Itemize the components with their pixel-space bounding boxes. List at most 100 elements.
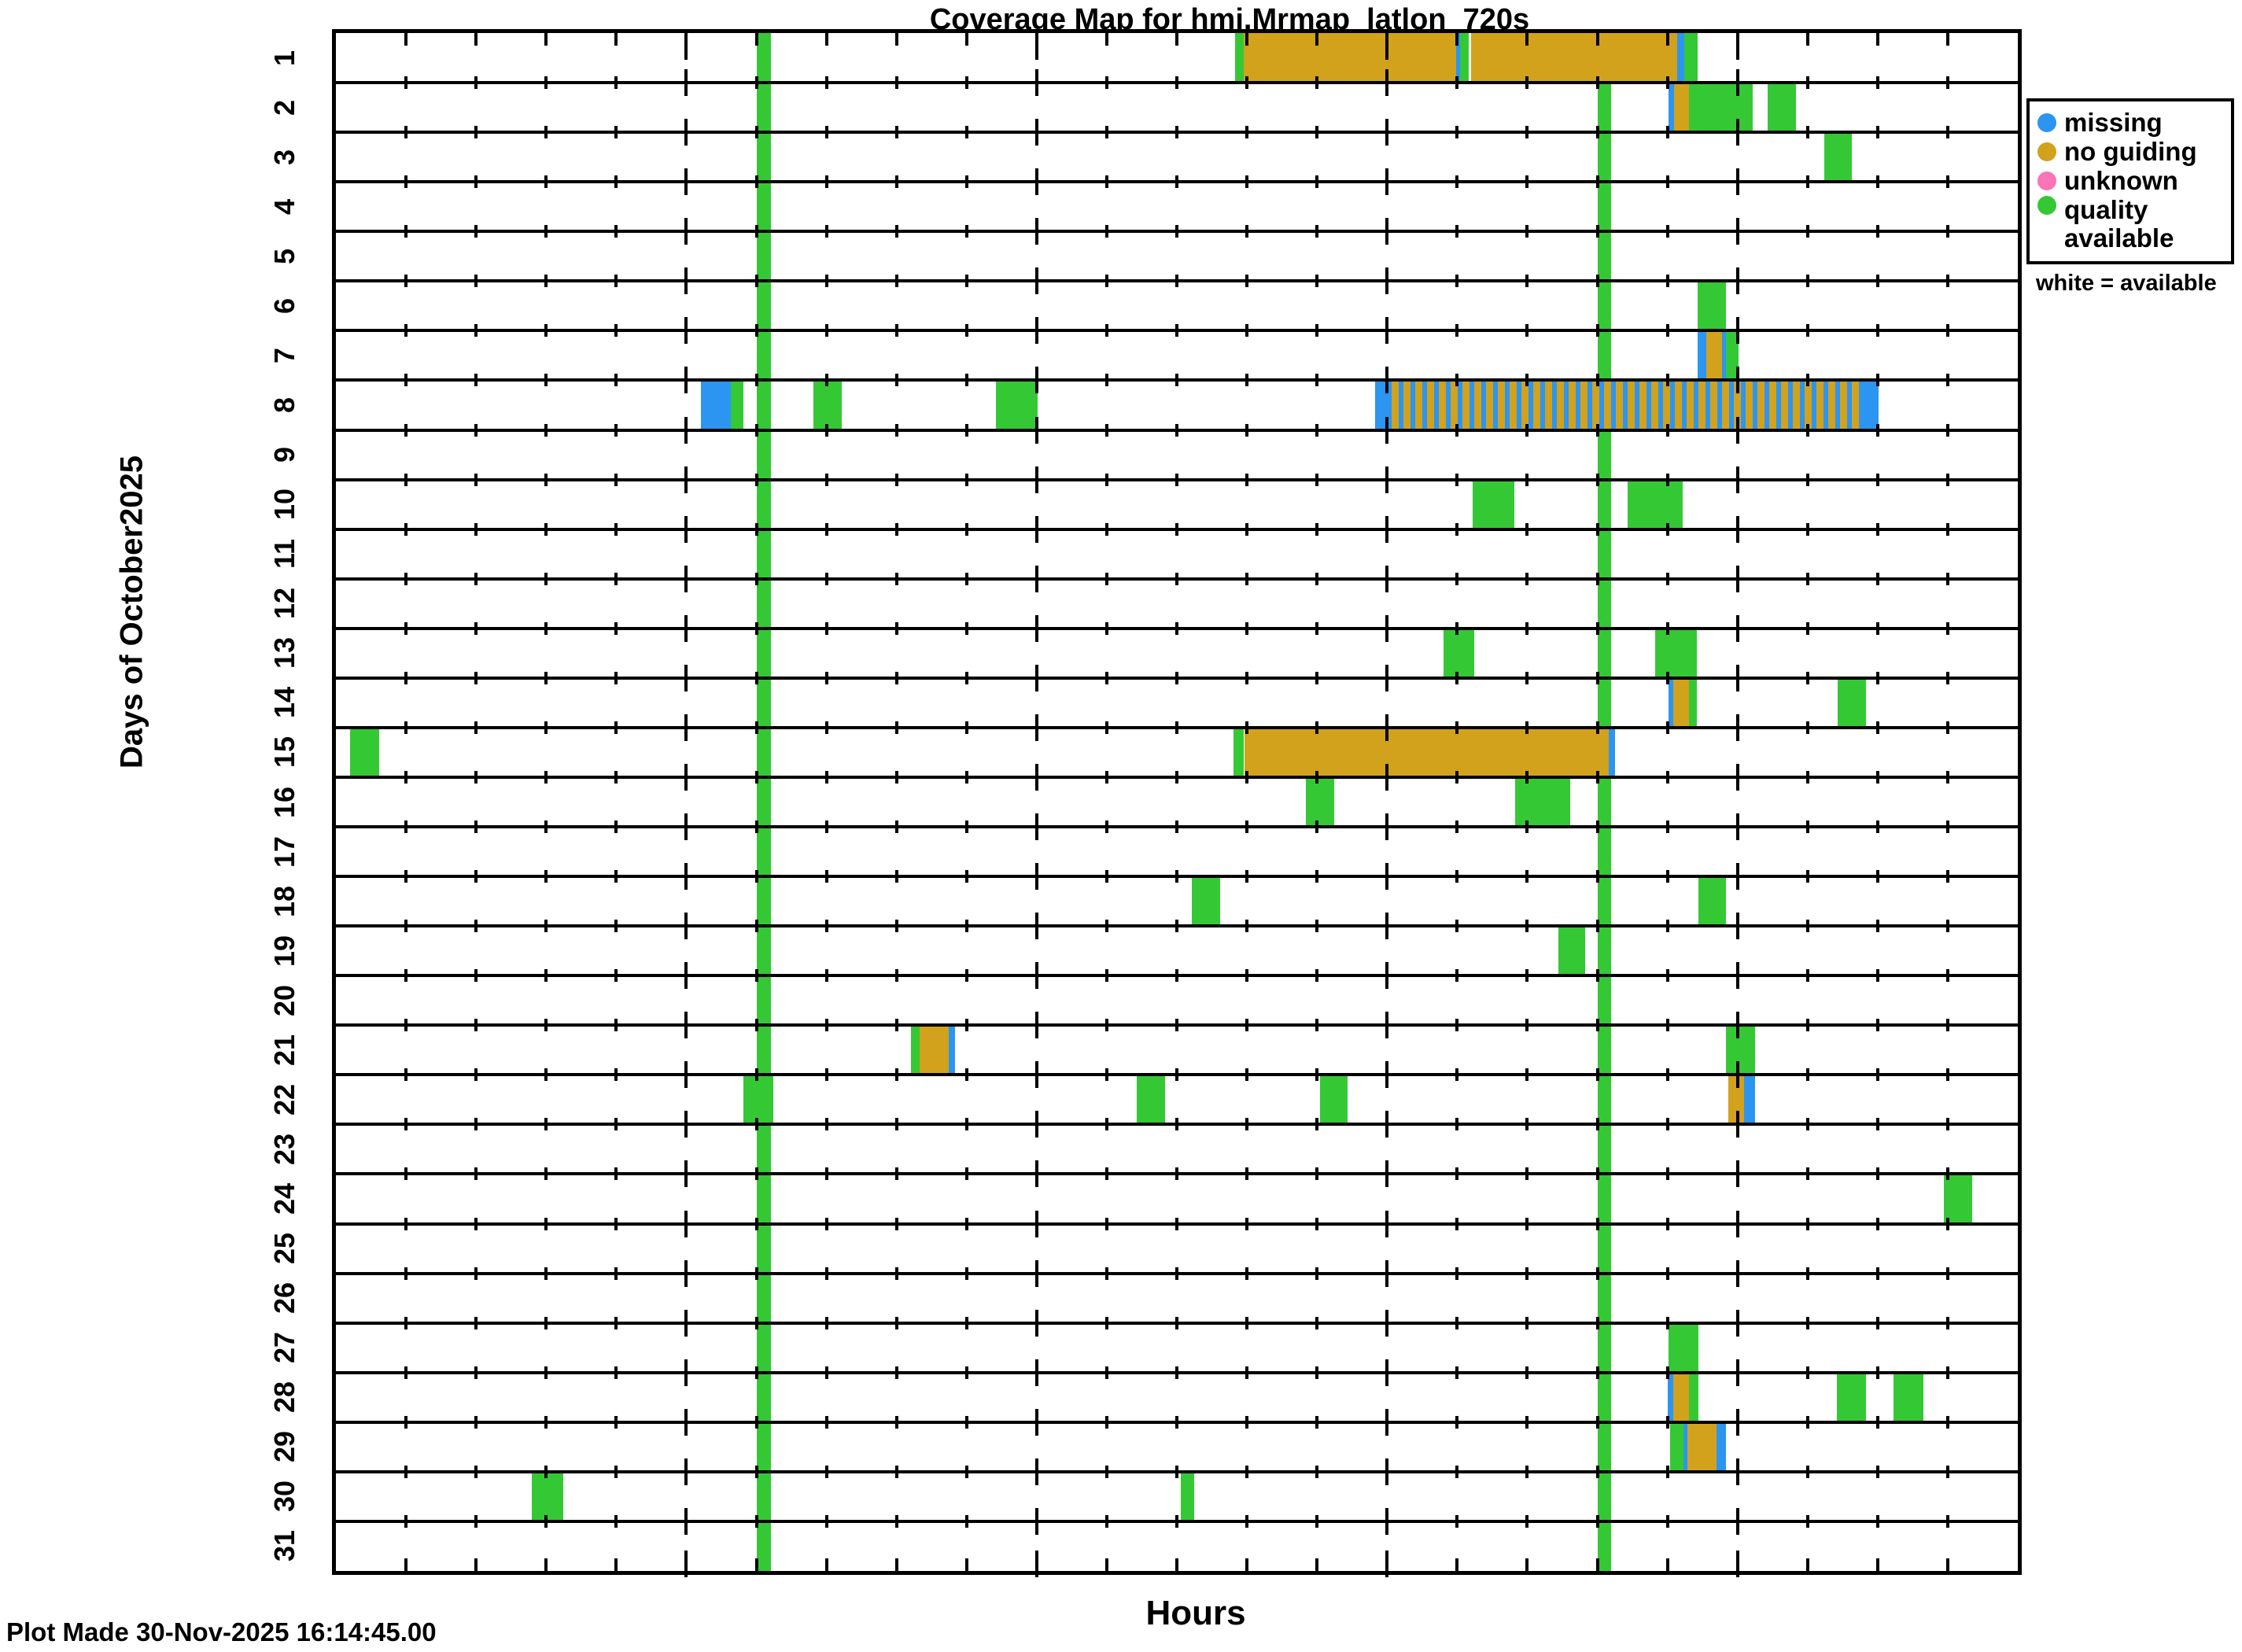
coverage-segment-m [1743,1075,1755,1125]
hour-minor-tick [824,721,828,734]
hour-minor-tick [1104,76,1108,90]
legend-item-unknown: unknown [2037,167,2226,195]
hour-major-tick [1385,1111,1389,1138]
hour-major-tick [1735,1458,1739,1485]
coverage-segment-q [1944,1174,1973,1224]
hour-minor-tick [1104,1267,1108,1280]
hour-minor-tick [1875,671,1879,684]
hour-minor-tick [1455,1558,1459,1571]
hour-minor-tick [1455,621,1459,635]
legend-item-ng: no guiding [2037,138,2226,166]
hour-minor-tick [474,76,478,90]
coverage-segment-q [1689,677,1697,728]
hour-minor-tick [964,522,968,536]
coverage-segment-m [1716,1422,1726,1472]
hour-minor-tick [474,275,478,288]
hour-minor-tick [614,870,618,883]
coverage-segment-q [730,380,744,430]
hour-minor-tick [544,225,548,238]
hour-major-tick [684,614,688,642]
hour-minor-tick [964,473,968,486]
hour-minor-tick [754,820,758,834]
hour-minor-tick [1455,969,1459,983]
coverage-segment-q [743,1075,773,1125]
hour-minor-tick [1525,1366,1529,1379]
hour-minor-tick [614,621,618,635]
hour-minor-tick [1595,572,1599,585]
hour-minor-tick [894,1465,898,1478]
hour-minor-tick [964,76,968,90]
hour-minor-tick [1805,969,1809,983]
hour-minor-tick [1525,572,1529,585]
hour-minor-tick [1245,76,1249,90]
legend-item-m: missing [2037,109,2226,137]
hour-minor-tick [1665,870,1669,883]
hour-minor-tick [1525,969,1529,983]
hour-major-tick [1034,416,1038,444]
hour-minor-tick [404,1316,408,1329]
hour-major-tick [684,1551,688,1577]
hour-minor-tick [1805,1019,1809,1032]
hour-minor-tick [1805,126,1809,139]
coverage-segment-ng [1728,1075,1744,1125]
coverage-segment-ng [1244,727,1609,777]
hour-minor-tick [824,1465,828,1478]
hour-minor-tick [1175,374,1178,387]
hour-minor-tick [404,1217,408,1230]
coverage-segment-m [1677,33,1684,83]
hour-minor-tick [1665,473,1669,486]
hour-minor-tick [1875,324,1879,337]
hour-minor-tick [1315,671,1319,684]
hour-minor-tick [964,870,968,883]
hour-minor-tick [1595,920,1599,933]
hour-minor-tick [1945,1217,1949,1230]
hour-minor-tick [824,1415,828,1429]
coverage-segment-ng [1471,33,1678,83]
hour-minor-tick [1945,126,1949,139]
hour-minor-tick [1875,870,1879,883]
hour-minor-tick [1875,1316,1879,1329]
hour-minor-tick [1175,1217,1178,1230]
hour-minor-tick [1315,1465,1319,1478]
hour-major-tick [1735,367,1739,394]
hour-minor-tick [614,969,618,983]
hour-minor-tick [1805,1558,1809,1571]
hour-minor-tick [824,175,828,189]
hour-minor-tick [1945,275,1949,288]
hour-minor-tick [544,671,548,684]
hour-major-tick [1034,119,1038,146]
hour-minor-tick [824,920,828,933]
hour-minor-tick [1525,126,1529,139]
hour-major-tick [684,1160,688,1188]
hour-minor-tick [1945,1514,1949,1528]
hour-minor-tick [1945,1267,1949,1280]
hour-minor-tick [1455,671,1459,684]
hour-major-tick [1735,1408,1739,1436]
hour-minor-tick [1175,870,1178,883]
hour-minor-tick [1175,969,1178,983]
hour-major-tick [1385,416,1389,444]
hour-major-tick [684,1259,688,1287]
hour-minor-tick [1525,721,1529,734]
hour-minor-tick [1455,1217,1459,1230]
hour-minor-tick [1875,1514,1879,1528]
hour-major-tick [1735,1309,1739,1337]
hour-minor-tick [474,1217,478,1230]
hour-minor-tick [1595,275,1599,288]
hour-minor-tick [1945,1366,1949,1379]
day-label-24: 24 [268,1182,301,1215]
hour-minor-tick [1805,423,1809,437]
hour-minor-tick [1805,76,1809,90]
hour-major-tick [1735,565,1739,592]
hour-major-tick [1385,1458,1389,1485]
hour-minor-tick [404,1267,408,1280]
hour-minor-tick [1455,1514,1459,1528]
hour-major-tick [1034,1507,1038,1535]
hour-minor-tick [1875,275,1879,288]
hour-minor-tick [1245,473,1249,486]
hour-minor-tick [1805,225,1809,238]
hour-minor-tick [544,374,548,387]
hour-minor-tick [894,1267,898,1280]
hour-minor-tick [1525,275,1529,288]
hour-minor-tick [614,1068,618,1082]
